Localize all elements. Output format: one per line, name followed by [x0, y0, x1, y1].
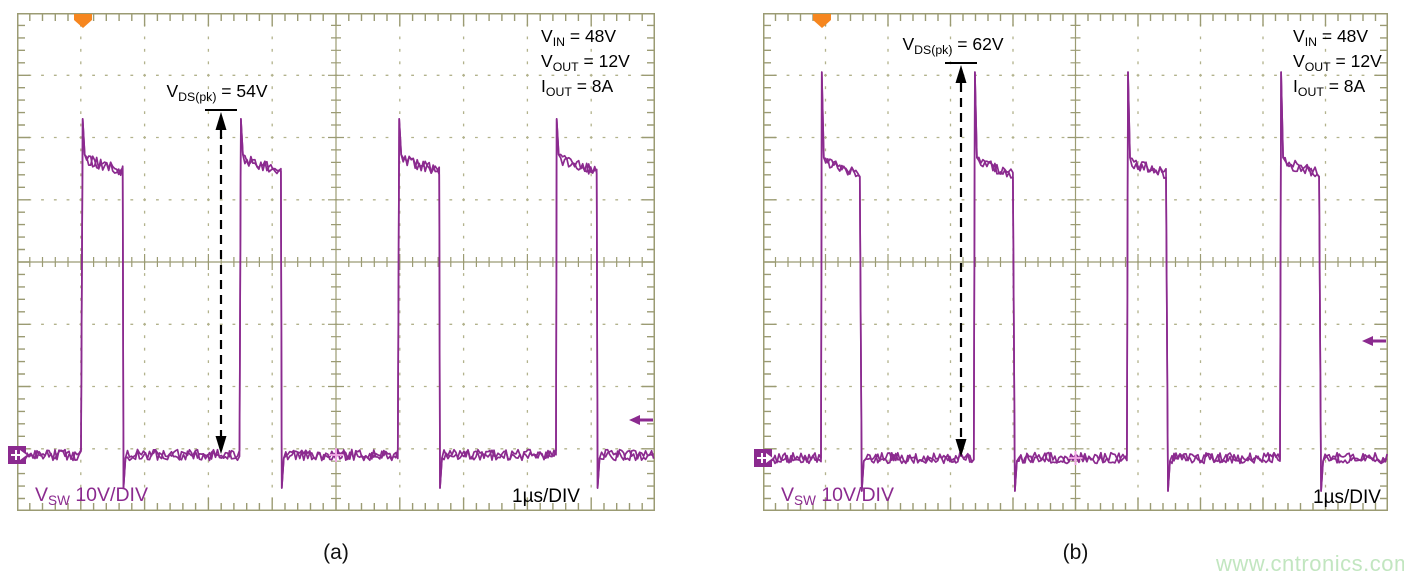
graticule-edge-ticks — [17, 13, 655, 511]
graticule-frame — [17, 13, 655, 511]
watermark: www.cntronics.com — [1216, 551, 1404, 576]
timebase-label: 1µs/DIV — [1313, 487, 1381, 508]
vsw-scale-label: VSW 10V/DIV — [781, 484, 894, 508]
graticule-frame — [763, 13, 1388, 511]
channel-ground-marker — [754, 449, 773, 467]
trigger-point-cross — [1068, 451, 1083, 465]
trigger-point-cross — [329, 448, 343, 462]
condition-line-0: VIN = 48V — [1293, 26, 1368, 49]
condition-line-1: VOUT = 12V — [1293, 51, 1382, 74]
oscilloscope-panel-a: VDS(pk) = 54V VIN = 48V VOUT = 12V IOUT = 8… — [8, 13, 655, 511]
channel-ground-marker — [8, 446, 27, 464]
graticule-edge-ticks — [763, 13, 1388, 511]
trigger-marker — [813, 14, 831, 28]
reference-arrow-head — [1362, 336, 1373, 346]
condition-line-1: VOUT = 12V — [541, 51, 630, 74]
oscilloscope-panel-b: VDS(pk) = 62V VIN = 48V VOUT = 12V IOUT = 8… — [754, 13, 1388, 511]
peak-arrowhead-down — [215, 436, 227, 454]
condition-line-2: IOUT = 8A — [541, 76, 614, 99]
caption-b: (b) — [1062, 541, 1089, 564]
condition-line-2: IOUT = 8A — [1293, 76, 1366, 99]
peak-arrowhead-up — [955, 65, 967, 83]
reference-arrow-head — [629, 415, 640, 425]
caption-a: (a) — [323, 541, 349, 564]
condition-line-0: VIN = 48V — [541, 26, 616, 49]
peak-arrowhead-down — [955, 439, 967, 457]
peak-voltage-label: VDS(pk) = 62V — [902, 34, 1003, 57]
peak-voltage-label: VDS(pk) = 54V — [166, 81, 267, 104]
peak-arrowhead-up — [215, 112, 227, 130]
timebase-label: 1µs/DIV — [512, 486, 580, 507]
vsw-scale-label: VSW 10V/DIV — [35, 484, 148, 508]
trigger-marker — [74, 14, 92, 28]
